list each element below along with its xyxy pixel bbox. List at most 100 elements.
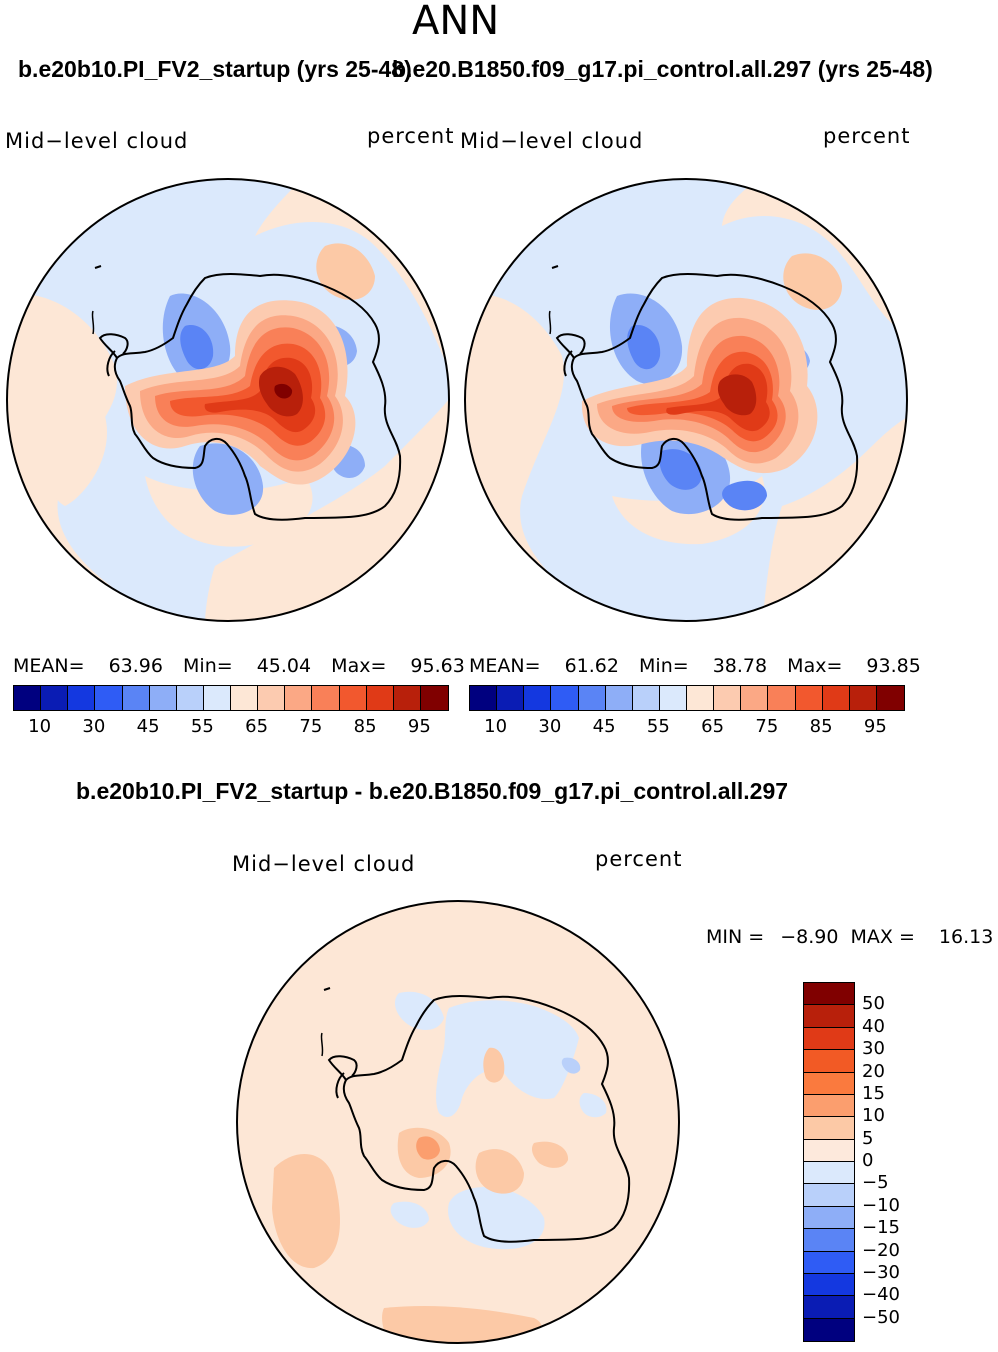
colorbar-tick-label: 45 xyxy=(592,716,616,737)
colorbar-swatch xyxy=(795,686,823,710)
colorbar-swatch xyxy=(804,1027,854,1051)
max-value: 93.85 xyxy=(866,655,921,677)
colorbar-tick-label: 55 xyxy=(646,716,670,737)
colorbar-tick-label: −10 xyxy=(862,1194,900,1216)
panel-right-units: percent xyxy=(823,124,911,148)
max-label: Max= xyxy=(787,655,843,677)
panel-right-run-title: b.e20.B1850.f09_g17.pi_control.all.297 (… xyxy=(392,56,933,82)
colorbar-tick-label: −20 xyxy=(862,1239,900,1261)
colorbar-swatch xyxy=(231,686,259,710)
colorbar-swatch xyxy=(876,686,904,710)
colorbar-swatch xyxy=(849,686,877,710)
colorbar-swatch xyxy=(768,686,796,710)
colorbar-tick-label: 20 xyxy=(862,1060,885,1082)
colorbar-swatch xyxy=(804,1162,854,1185)
colorbar-swatch xyxy=(804,1273,854,1297)
panel-left-stats: MEAN= 63.96 Min= 45.04 Max= 95.63 xyxy=(13,655,465,677)
colorbar-tick-label: 10 xyxy=(484,716,508,737)
colorbar-swatch xyxy=(804,1139,854,1162)
mean-label: MEAN= xyxy=(469,655,541,677)
colorbar-swatch xyxy=(804,1296,854,1319)
min-value: 38.78 xyxy=(712,655,768,677)
colorbar-tick-label: 40 xyxy=(862,1015,885,1037)
colorbar-swatch xyxy=(339,686,367,710)
diff-panel-units: percent xyxy=(595,847,683,871)
colorbar-right xyxy=(469,685,905,711)
colorbar-tick-label: 5 xyxy=(862,1127,874,1149)
colorbar-swatch xyxy=(41,686,69,710)
colorbar-swatch xyxy=(804,1251,854,1274)
colorbar-tick-label: 0 xyxy=(862,1150,874,1171)
panel-left-units: percent xyxy=(367,124,455,148)
colorbar-swatch xyxy=(804,1072,854,1095)
colorbar-swatch xyxy=(687,686,715,710)
colorbar-swatch xyxy=(312,686,340,710)
colorbar-swatch xyxy=(497,686,525,710)
diff-max-label: MAX = xyxy=(850,926,915,948)
colorbar-tick-label: 75 xyxy=(299,716,323,737)
colorbar-swatch xyxy=(659,686,687,710)
colorbar-tick-label: 95 xyxy=(863,716,887,737)
max-label: Max= xyxy=(331,655,387,677)
colorbar-swatch xyxy=(551,686,579,710)
min-value: 45.04 xyxy=(256,655,312,677)
colorbar-swatch xyxy=(176,686,204,710)
colorbar-swatch xyxy=(285,686,313,710)
polar-map-difference xyxy=(236,900,680,1344)
colorbar-swatch xyxy=(258,686,286,710)
colorbar-swatch xyxy=(605,686,633,710)
colorbar-swatch xyxy=(95,686,123,710)
mean-value: 61.62 xyxy=(564,655,619,677)
colorbar-tick-label: 75 xyxy=(755,716,779,737)
colorbar-swatch xyxy=(420,686,448,710)
colorbar-tick-label: 10 xyxy=(28,716,52,737)
colorbar-swatch xyxy=(741,686,769,710)
colorbar-swatch xyxy=(68,686,96,710)
colorbar-swatch xyxy=(714,686,742,710)
colorbar-tick-label: 85 xyxy=(809,716,833,737)
colorbar-tick-label: 85 xyxy=(353,716,377,737)
panel-right-variable: Mid−level cloud xyxy=(460,129,644,153)
colorbar-swatch xyxy=(804,1206,854,1230)
panel-right-stats: MEAN= 61.62 Min= 38.78 Max= 93.85 xyxy=(469,655,921,677)
diff-min-label: MIN = xyxy=(706,926,765,948)
colorbar-tick-label: 30 xyxy=(82,716,106,737)
mean-label: MEAN= xyxy=(13,655,85,677)
colorbar-swatch xyxy=(524,686,552,710)
colorbar-swatch xyxy=(804,1117,854,1140)
colorbar-tick-label: 95 xyxy=(407,716,431,737)
colorbar-swatch xyxy=(632,686,660,710)
colorbar-difference xyxy=(803,982,855,1342)
colorbar-tick-label: −50 xyxy=(862,1306,900,1328)
polar-map-right xyxy=(464,178,908,622)
max-value: 95.63 xyxy=(410,655,465,677)
colorbar-tick-label: 55 xyxy=(190,716,214,737)
diff-panel-variable: Mid−level cloud xyxy=(232,852,416,876)
colorbar-swatch xyxy=(149,686,177,710)
colorbar-swatch xyxy=(366,686,394,710)
panel-left-variable: Mid−level cloud xyxy=(5,129,189,153)
diff-max-value: 16.13 xyxy=(938,926,994,948)
colorbar-swatch xyxy=(804,1318,854,1341)
diff-min-value: −8.90 xyxy=(780,926,839,948)
colorbar-swatch xyxy=(804,1005,854,1028)
colorbar-tick-label: −5 xyxy=(862,1172,889,1194)
colorbar-tick-label: 65 xyxy=(245,716,269,737)
diff-panel-title: b.e20b10.PI_FV2_startup - b.e20.B1850.f0… xyxy=(76,778,789,804)
colorbar-swatch xyxy=(14,686,42,710)
colorbar-left xyxy=(13,685,449,711)
colorbar-tick-label: 65 xyxy=(701,716,725,737)
colorbar-swatch xyxy=(393,686,421,710)
diff-minmax: MIN = −8.90 MAX = 16.13 xyxy=(706,926,993,948)
colorbar-swatch xyxy=(203,686,231,710)
colorbar-tick-label: 30 xyxy=(862,1038,885,1060)
colorbar-tick-label: 45 xyxy=(136,716,160,737)
colorbar-swatch xyxy=(804,983,854,1006)
colorbar-swatch xyxy=(804,1050,854,1073)
min-label: Min= xyxy=(639,655,689,677)
colorbar-swatch xyxy=(822,686,850,710)
colorbar-tick-label: 15 xyxy=(862,1082,885,1104)
colorbar-tick-label: 30 xyxy=(538,716,562,737)
colorbar-swatch xyxy=(122,686,150,710)
colorbar-swatch xyxy=(804,1229,854,1252)
